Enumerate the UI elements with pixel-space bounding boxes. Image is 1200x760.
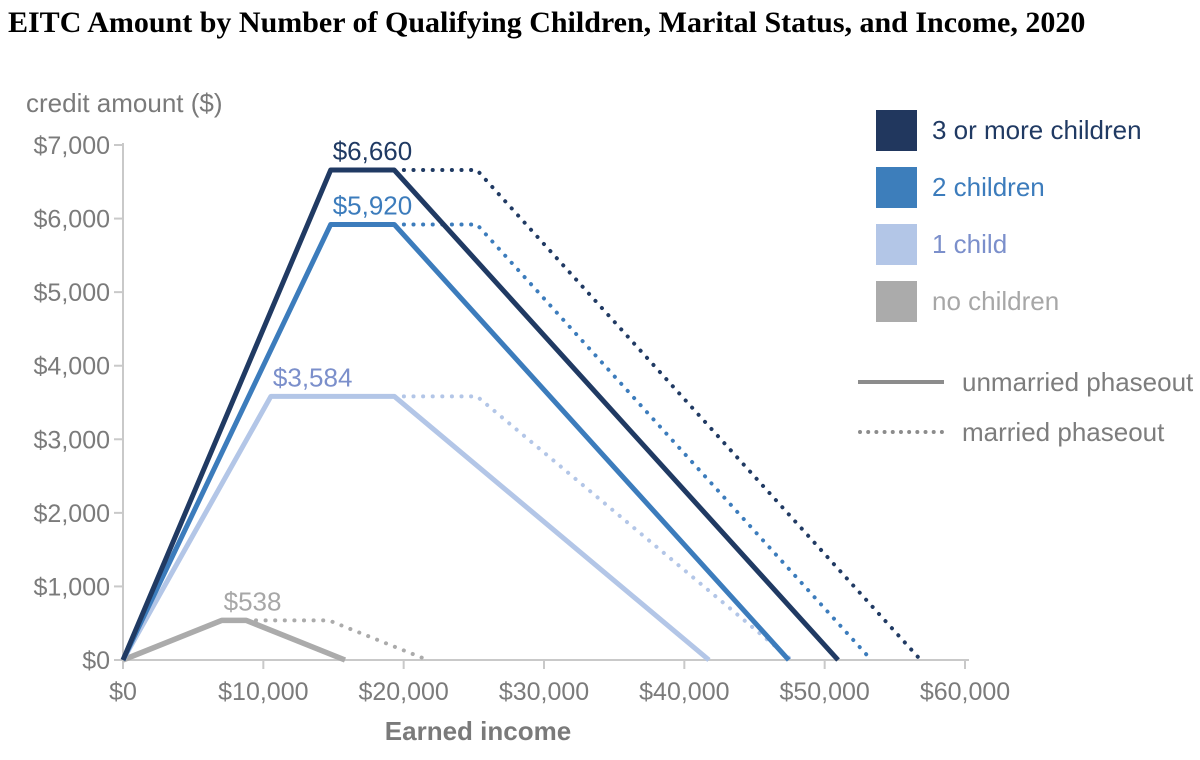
y-tick-label: $7,000: [34, 132, 110, 160]
series-three-or-more-children-unmarried-line: [120, 167, 840, 662]
series-one-child-married-line: [392, 394, 794, 662]
legend-color-swatch: [876, 224, 917, 265]
x-tick-label: $0: [109, 678, 137, 706]
phaseout-legend: unmarried phaseout married phaseout: [858, 366, 1193, 466]
x-tick-label: $10,000: [218, 678, 308, 706]
x-tick-label: $30,000: [499, 678, 589, 706]
series-two-children-married-line: [392, 222, 874, 662]
page-title: EITC Amount by Number of Qualifying Chil…: [8, 6, 1086, 39]
x-tick-label: $60,000: [920, 678, 1010, 706]
legend-item: 3 or more children: [876, 110, 1142, 151]
y-tick-label: $1,000: [34, 573, 110, 601]
y-tick-label: $4,000: [34, 353, 110, 381]
y-tick-label: $2,000: [34, 500, 110, 528]
dotted-line-swatch: [858, 430, 944, 434]
y-tick-label: $6,000: [34, 206, 110, 234]
y-axis-title: credit amount ($): [26, 88, 223, 118]
solid-line-swatch: [858, 380, 944, 384]
series-no-children-peak-label: $538: [224, 586, 282, 616]
series-no-children-married-line: [244, 618, 430, 662]
phaseout-legend-label: unmarried phaseout: [962, 366, 1194, 397]
legend-item-label: no children: [932, 286, 1060, 316]
legend-color-swatch: [876, 281, 917, 322]
legend-item-label: 2 children: [932, 172, 1045, 202]
legend-item-label: 1 child: [932, 229, 1008, 259]
y-tick-label: $0: [82, 647, 110, 675]
legend-color-swatch: [876, 167, 917, 208]
x-tick-label: $50,000: [779, 678, 869, 706]
x-tick-label: $20,000: [358, 678, 448, 706]
phaseout-legend-label: married phaseout: [962, 416, 1165, 447]
series-two-children-peak-label: $5,920: [333, 190, 413, 220]
x-tick-label: $40,000: [639, 678, 729, 706]
series-two-children-unmarried-line: [120, 221, 791, 662]
y-tick-label: $3,000: [34, 426, 110, 454]
children-legend: 3 or more children 2 children 1 child no ch…: [876, 110, 1142, 338]
phaseout-legend-item: unmarried phaseout: [858, 366, 1193, 398]
series-no-children-unmarried-line: [121, 617, 347, 663]
series-three-or-more-children-married-line: [392, 168, 923, 662]
legend-item-label: 3 or more children: [932, 115, 1142, 145]
series-three-or-more-children-peak-label: $6,660: [333, 136, 413, 166]
legend-item: 2 children: [876, 167, 1142, 208]
x-axis-title: Earned income: [385, 716, 571, 746]
phaseout-legend-item: married phaseout: [858, 416, 1193, 448]
legend-item: 1 child: [876, 224, 1142, 265]
legend-color-swatch: [876, 110, 917, 151]
series-one-child-peak-label: $3,584: [273, 362, 353, 392]
series-one-child-unmarried-line: [120, 393, 711, 662]
y-tick-label: $5,000: [34, 279, 110, 307]
legend-item: no children: [876, 281, 1142, 322]
